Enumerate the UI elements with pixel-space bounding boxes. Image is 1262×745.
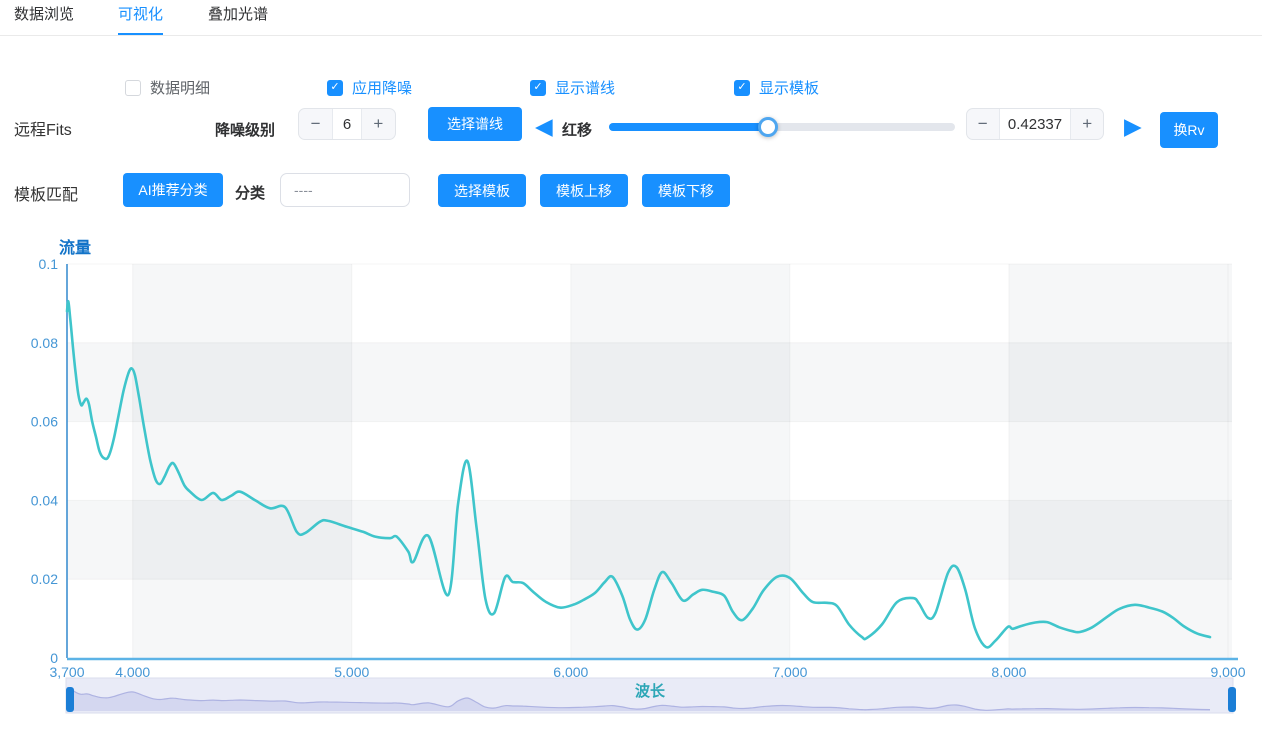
chart-title-flux: 流量 — [59, 238, 91, 257]
x-tick-label: 4,000 — [115, 664, 150, 680]
denoise-minus-button[interactable]: − — [310, 114, 321, 133]
checkbox-checked-icon[interactable]: ✓ — [734, 79, 750, 96]
x-tick-label: 8,000 — [991, 664, 1026, 680]
remote-fits-label: 远程Fits — [14, 122, 72, 139]
denoise-stepper: − 6 + — [298, 108, 396, 140]
redshift-next-icon[interactable]: ▶ — [1124, 113, 1142, 139]
brush-left-handle[interactable] — [66, 687, 74, 712]
x-tick-label: 6,000 — [553, 664, 588, 680]
checkbox-checked-icon[interactable]: ✓ — [530, 79, 546, 96]
select-line-button[interactable]: 选择谱线 — [428, 107, 522, 141]
brush-area-line — [66, 686, 1211, 711]
chart-band-row — [67, 342, 1232, 422]
template-match-label: 模板匹配 — [14, 187, 79, 204]
chart-band-column — [1008, 264, 1232, 658]
tab-bar: 数据浏览 可视化 叠加光谱 — [0, 0, 1262, 36]
redshift-label: 红移 — [562, 122, 593, 139]
chart-band-column — [132, 264, 352, 658]
checkbox-data-detail-label: 数据明细 — [150, 80, 211, 97]
tab-data-browse[interactable]: 数据浏览 — [14, 6, 75, 23]
spectrum-chart: 0 0.02 0.04 0.06 0.08 0.1 3,700 4,000 5,000 6,000… — [31, 238, 1246, 714]
redshift-value-input[interactable]: 0.42337 — [998, 109, 1072, 139]
denoise-level-label: 降噪级别 — [215, 122, 276, 139]
redshift-slider-handle[interactable] — [758, 117, 778, 137]
change-rv-button[interactable]: 换Rv — [1160, 112, 1218, 148]
denoise-value-input[interactable]: 6 — [332, 109, 362, 139]
wavelength-axis-label: 波长 — [635, 682, 666, 700]
checkbox-checked-icon[interactable]: ✓ — [327, 79, 343, 96]
brush-area-fill — [67, 687, 1210, 711]
spectrum-line — [65, 300, 1212, 649]
checkbox-show-template-label: 显示模板 — [759, 80, 820, 97]
redshift-minus-button[interactable]: − — [977, 114, 988, 133]
x-tick-label: 5,000 — [334, 664, 369, 680]
chart-band-row — [67, 500, 1232, 580]
y-tick-label: 0.1 — [39, 256, 59, 272]
y-tick-label: 0.02 — [31, 571, 58, 587]
x-tick-label: 7,000 — [772, 664, 807, 680]
classify-input[interactable] — [280, 173, 410, 207]
template-up-button[interactable]: 模板上移 — [540, 174, 628, 207]
redshift-prev-icon[interactable]: ◀ — [535, 113, 553, 139]
denoise-plus-button[interactable]: + — [373, 114, 384, 133]
y-tick-label: 0.08 — [31, 335, 58, 351]
tab-overlay-spectrum[interactable]: 叠加光谱 — [208, 6, 269, 23]
checkbox-data-detail[interactable]: 数据明细 — [125, 77, 210, 98]
y-tick-label: 0.04 — [31, 492, 58, 508]
chart-band-column — [570, 264, 790, 658]
x-tick-label: 9,000 — [1210, 664, 1245, 680]
classify-label: 分类 — [235, 185, 266, 202]
checkbox-show-lines[interactable]: ✓ 显示谱线 — [530, 77, 615, 98]
checkbox-show-lines-label: 显示谱线 — [555, 80, 616, 97]
checkbox-show-template[interactable]: ✓ 显示模板 — [734, 77, 819, 98]
brush-right-handle[interactable] — [1228, 687, 1236, 712]
redshift-slider[interactable] — [609, 117, 955, 137]
redshift-plus-button[interactable]: + — [1082, 114, 1093, 133]
x-tick-label: 3,700 — [49, 664, 84, 680]
y-tick-label: 0.06 — [31, 414, 58, 430]
redshift-slider-fill — [609, 123, 768, 131]
checkbox-apply-denoise-label: 应用降噪 — [352, 80, 413, 97]
template-down-button[interactable]: 模板下移 — [642, 174, 730, 207]
redshift-stepper: − 0.42337 + — [966, 108, 1104, 140]
select-template-button[interactable]: 选择模板 — [438, 174, 526, 207]
checkbox-apply-denoise[interactable]: ✓ 应用降噪 — [327, 77, 412, 98]
y-tick-label: 0 — [50, 650, 58, 666]
tab-visualization[interactable]: 可视化 — [118, 0, 164, 35]
checkbox-unchecked-icon[interactable] — [125, 79, 141, 96]
ai-classify-button[interactable]: AI推荐分类 — [123, 173, 223, 207]
